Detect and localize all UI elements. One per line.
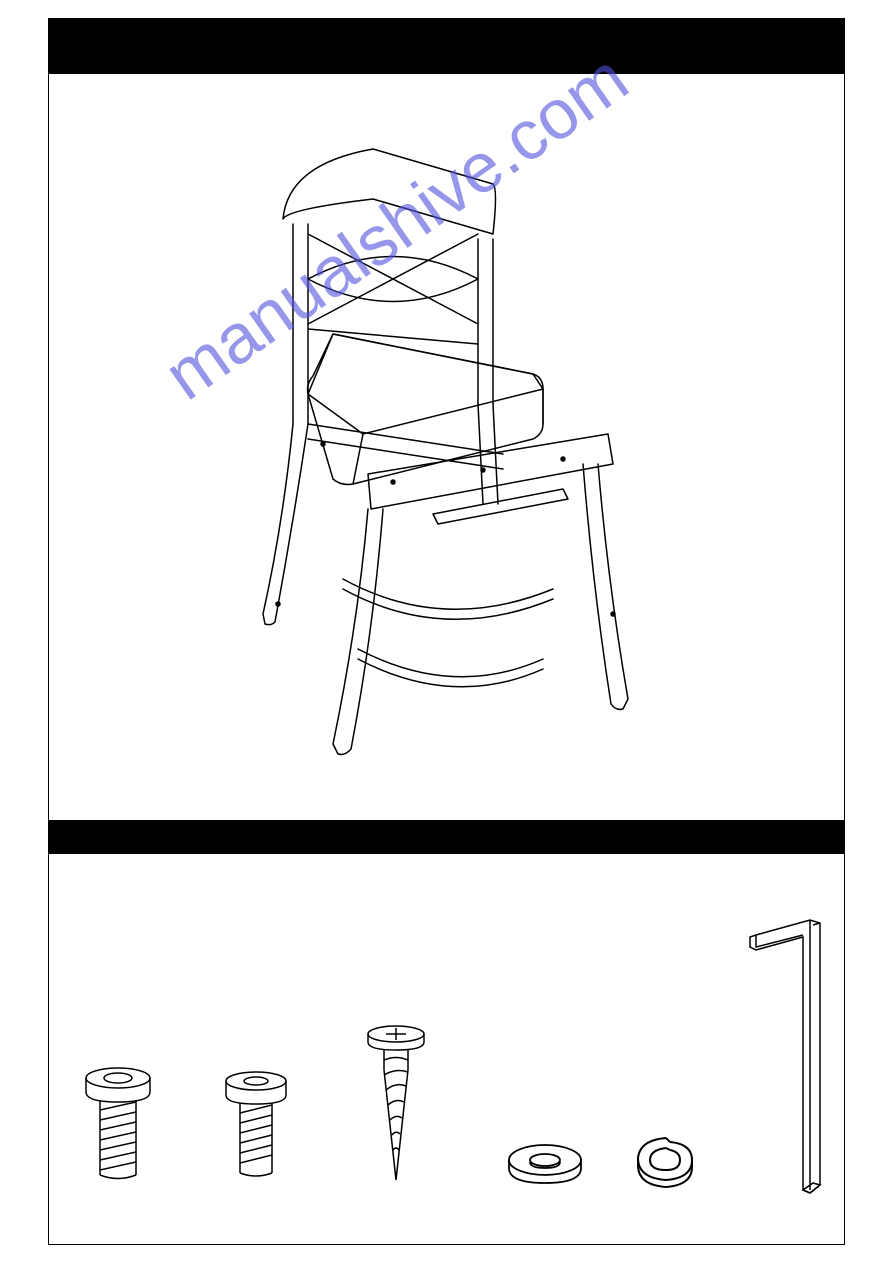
divider-bar bbox=[48, 820, 845, 854]
hardware-screw-c bbox=[358, 1020, 438, 1190]
hardware-allen-key-f bbox=[748, 915, 838, 1205]
hardware-section bbox=[48, 854, 845, 1245]
hardware-washer-d bbox=[503, 1140, 588, 1190]
header-bar bbox=[48, 18, 845, 74]
hardware-bolt-a bbox=[78, 1060, 168, 1190]
hardware-spring-washer-e bbox=[628, 1130, 703, 1190]
hardware-bolt-b bbox=[218, 1065, 303, 1190]
diagram-section bbox=[48, 74, 845, 820]
chair-diagram bbox=[193, 144, 693, 794]
